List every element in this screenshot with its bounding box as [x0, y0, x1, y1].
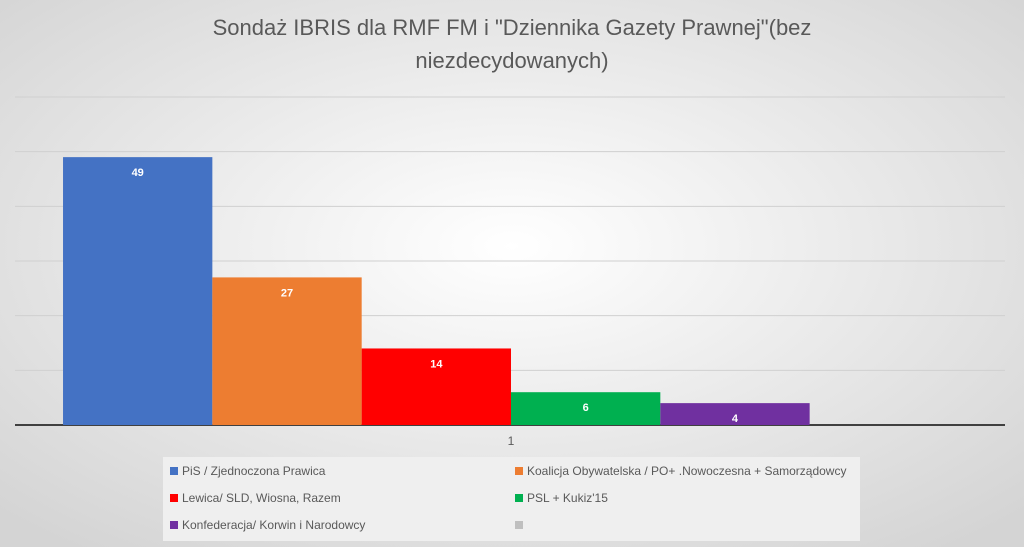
legend-box	[163, 457, 860, 541]
data-label: 4	[732, 413, 739, 425]
legend-swatch	[515, 521, 523, 529]
data-label: 14	[430, 358, 443, 370]
legend-label: Konfederacja/ Korwin i Narodowcy	[182, 518, 365, 532]
chart-title: Sondaż IBRIS dla RMF FM i "Dziennika Gaz…	[213, 15, 812, 40]
bar	[511, 392, 661, 425]
legend-swatch	[170, 521, 178, 529]
legend-swatch	[170, 467, 178, 475]
bar	[361, 348, 511, 425]
legend-label: PiS / Zjednoczona Prawica	[182, 464, 326, 478]
data-label: 6	[583, 402, 589, 414]
legend-swatch	[170, 494, 178, 502]
data-label: 49	[132, 167, 144, 179]
legend-label: PSL + Kukiz'15	[527, 491, 608, 505]
legend-label: Lewica/ SLD, Wiosna, Razem	[182, 491, 341, 505]
bar	[63, 157, 213, 425]
legend-swatch	[515, 467, 523, 475]
x-tick-label: 1	[508, 434, 515, 448]
bar	[212, 277, 362, 425]
legend-swatch	[515, 494, 523, 502]
chart-title: niezdecydowanych)	[415, 48, 608, 73]
legend-label: Koalicja Obywatelska / PO+ .Nowoczesna +…	[527, 464, 846, 478]
bar	[660, 403, 810, 425]
data-label: 27	[281, 287, 293, 299]
